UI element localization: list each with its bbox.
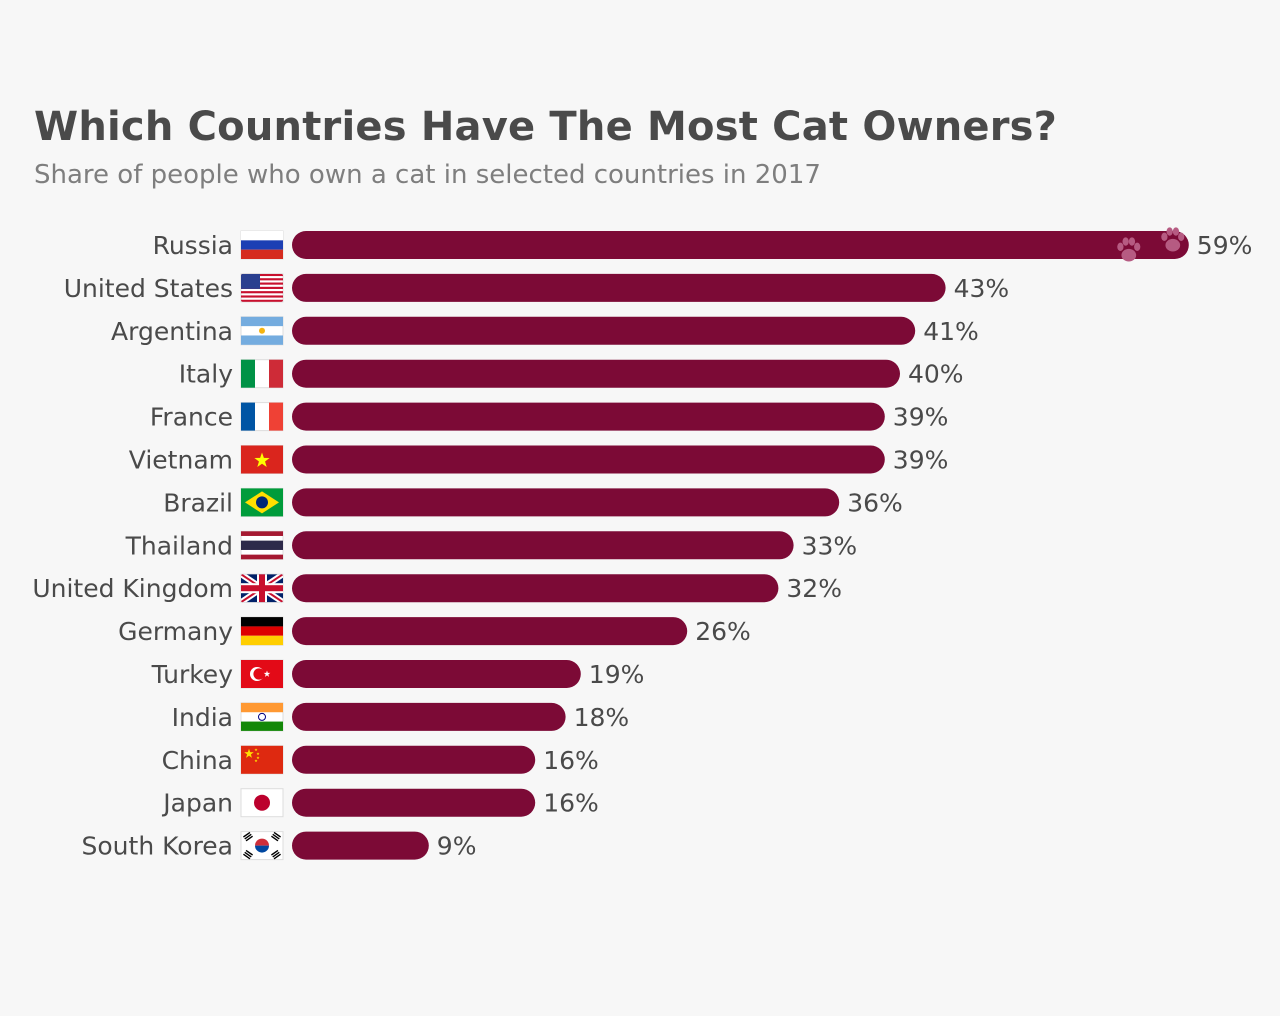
bar-row: Japan 16%	[161, 788, 599, 818]
country-label: Argentina	[111, 317, 233, 346]
bar-row: Turkey 19%	[151, 659, 645, 689]
bar	[292, 531, 794, 560]
bar	[292, 788, 536, 817]
bar-row: United States 43%	[64, 273, 1010, 303]
value-label: 16%	[543, 746, 599, 775]
china-flag-icon	[240, 745, 284, 775]
united-kingdom-flag-icon	[240, 573, 284, 603]
bar-row: Brazil 36%	[163, 487, 903, 517]
cat-paw-icon	[1161, 227, 1185, 252]
bar	[292, 273, 946, 302]
value-label: 59%	[1197, 231, 1253, 260]
chart-title: Which Countries Have The Most Cat Owners…	[34, 104, 1058, 150]
value-label: 41%	[923, 317, 979, 346]
country-label: United Kingdom	[32, 574, 233, 603]
value-label: 36%	[847, 488, 903, 517]
vietnam-flag-icon	[240, 445, 284, 474]
italy-flag-icon	[240, 359, 284, 389]
bar	[292, 402, 885, 431]
turkey-flag-icon	[240, 659, 284, 689]
country-label: Germany	[118, 617, 233, 646]
value-label: 16%	[543, 789, 599, 818]
value-label: 9%	[437, 832, 477, 861]
value-label: 19%	[589, 660, 645, 689]
country-label: France	[150, 403, 233, 432]
bar	[292, 574, 779, 603]
bar	[292, 316, 916, 345]
country-label: China	[162, 746, 233, 775]
country-label: United States	[64, 274, 233, 303]
value-label: 43%	[954, 274, 1010, 303]
country-label: Brazil	[163, 488, 233, 517]
country-label: India	[172, 703, 233, 732]
country-label: Russia	[153, 231, 233, 260]
cat-paw-icon	[1117, 237, 1141, 262]
bar-row: Russia 59%	[153, 227, 1253, 262]
value-label: 40%	[908, 360, 964, 389]
country-label: Vietnam	[129, 446, 233, 475]
thailand-flag-icon	[240, 530, 284, 560]
value-label: 32%	[786, 574, 842, 603]
bar	[292, 445, 885, 474]
country-label: Thailand	[125, 531, 233, 560]
bar	[292, 702, 566, 731]
country-label: South Korea	[82, 832, 233, 861]
bar-row: Thailand 33%	[125, 530, 858, 560]
bar	[292, 745, 536, 774]
bar-row: United Kingdom 32%	[32, 573, 842, 603]
bar	[292, 660, 581, 688]
bar	[292, 617, 688, 646]
bar-row: South Korea 9%	[82, 831, 477, 861]
bar	[292, 488, 840, 517]
bar	[292, 831, 429, 860]
germany-flag-icon	[240, 616, 284, 646]
bar-row: Germany 26%	[118, 616, 751, 646]
france-flag-icon	[240, 402, 284, 432]
japan-flag-icon	[240, 788, 284, 818]
argentina-flag-icon	[240, 316, 284, 346]
chart-subtitle: Share of people who own a cat in selecte…	[34, 160, 821, 190]
russia-flag-icon	[240, 230, 284, 260]
value-label: 26%	[695, 617, 751, 646]
bar	[292, 231, 1189, 259]
value-label: 39%	[893, 403, 949, 432]
brazil-flag-icon	[240, 487, 284, 517]
value-label: 18%	[574, 703, 630, 732]
value-label: 39%	[893, 446, 949, 475]
bar-row: Italy 40%	[179, 359, 964, 389]
country-label: Japan	[161, 789, 233, 818]
bar-row: Vietnam 39%	[129, 445, 949, 475]
bar-row: India 18%	[172, 702, 630, 732]
india-flag-icon	[240, 702, 284, 732]
country-label: Turkey	[151, 660, 234, 689]
bar-row: France 39%	[150, 402, 949, 432]
country-label: Italy	[179, 360, 233, 389]
bar-row: Argentina 41%	[111, 316, 979, 346]
south-korea-flag-icon	[240, 831, 284, 861]
bar-row: China 16%	[162, 745, 599, 775]
value-label: 33%	[802, 531, 858, 560]
bar	[292, 359, 900, 388]
united-states-flag-icon	[240, 273, 284, 303]
